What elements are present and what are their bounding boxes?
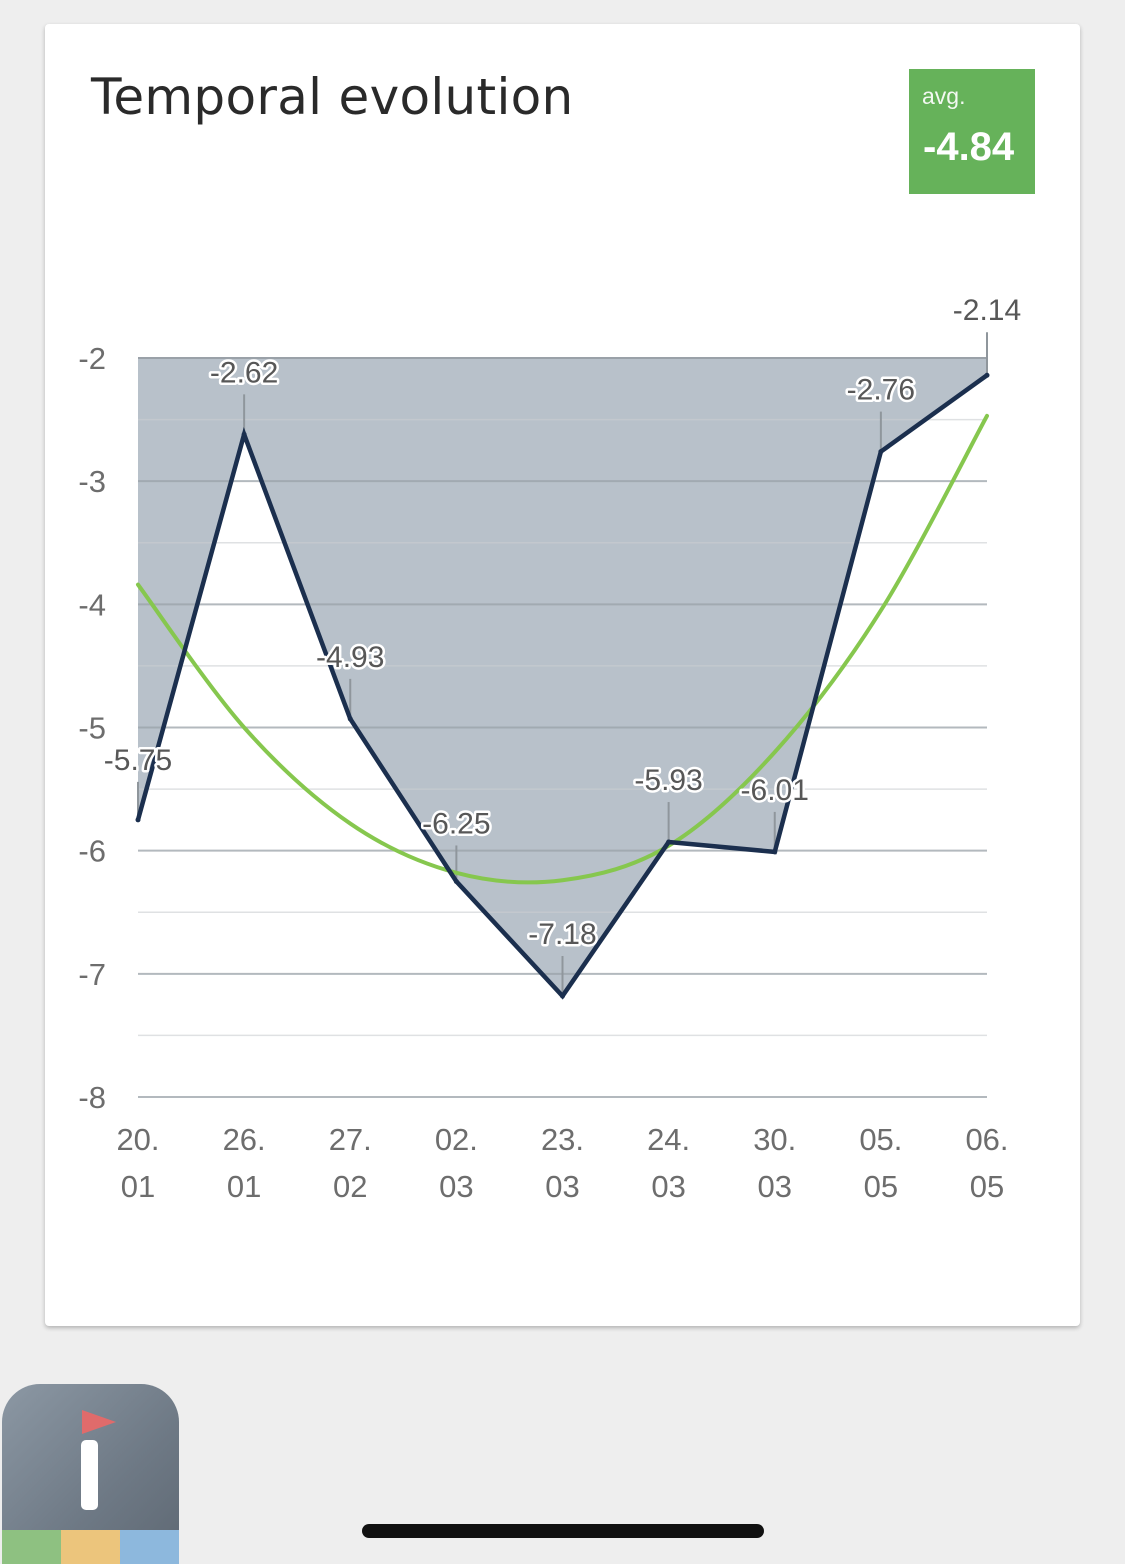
data-label: -2.14 — [953, 294, 1021, 327]
x-tick-label-month: 05 — [970, 1169, 1004, 1204]
data-point — [772, 849, 778, 855]
x-tick-label-day: 23. — [541, 1122, 584, 1157]
avg-value: -4.84 — [923, 125, 1015, 169]
x-tick-label-day: 06. — [965, 1122, 1008, 1157]
data-point — [453, 878, 459, 884]
icon-stripe-blue — [120, 1530, 179, 1564]
x-tick-label-day: 24. — [647, 1122, 690, 1157]
x-tick-label-month: 03 — [439, 1169, 473, 1204]
y-tick-label: -8 — [78, 1080, 106, 1115]
y-tick-label: -4 — [78, 587, 106, 622]
data-point — [666, 839, 672, 845]
y-tick-label: -7 — [78, 957, 106, 992]
data-label: -4.93 — [316, 641, 384, 674]
trend-line — [136, 413, 989, 885]
y-tick-label: -2 — [78, 341, 106, 376]
data-label: -2.62 — [210, 356, 278, 389]
data-label: -5.93 — [634, 764, 702, 797]
data-label: -2.76 — [847, 374, 915, 407]
card-title: Temporal evolution — [91, 68, 574, 126]
avg-badge: avg. -4.84 — [909, 69, 1035, 194]
data-point — [241, 431, 247, 437]
x-tick-label-day: 27. — [329, 1122, 372, 1157]
info-stem-icon — [81, 1440, 98, 1510]
icon-stripe-yellow — [61, 1530, 120, 1564]
app-icon[interactable] — [2, 1384, 179, 1564]
x-tick-label-month: 01 — [121, 1169, 155, 1204]
x-tick-label-month: 01 — [227, 1169, 261, 1204]
data-point — [878, 449, 884, 455]
x-tick-label-day: 20. — [116, 1122, 159, 1157]
y-tick-label: -3 — [78, 464, 106, 499]
x-tick-label-day: 02. — [435, 1122, 478, 1157]
x-tick-label-day: 30. — [753, 1122, 796, 1157]
x-tick-label-month: 03 — [651, 1169, 685, 1204]
x-tick-label-day: 05. — [859, 1122, 902, 1157]
data-point — [560, 993, 565, 999]
chart-card: Temporal evolution avg. -4.84 — [45, 24, 1080, 1326]
series-area — [138, 358, 987, 997]
home-indicator[interactable] — [362, 1524, 764, 1538]
y-tick-label: -6 — [78, 834, 106, 869]
data-point — [347, 716, 353, 722]
data-label: -7.18 — [528, 918, 596, 951]
avg-label: avg. — [922, 83, 966, 109]
data-label: -6.25 — [422, 807, 490, 840]
x-tick-label-month: 02 — [333, 1169, 367, 1204]
data-label: -5.75 — [104, 744, 172, 777]
data-point — [984, 372, 990, 378]
data-point — [135, 817, 141, 823]
x-tick-label-day: 26. — [223, 1122, 266, 1157]
icon-stripe-green — [2, 1530, 61, 1564]
y-tick-label: -5 — [78, 711, 106, 746]
data-label: -6.01 — [741, 774, 809, 807]
flag-icon — [82, 1410, 116, 1434]
x-tick-label-month: 05 — [864, 1169, 898, 1204]
x-tick-label-month: 03 — [545, 1169, 579, 1204]
x-tick-label-month: 03 — [758, 1169, 792, 1204]
